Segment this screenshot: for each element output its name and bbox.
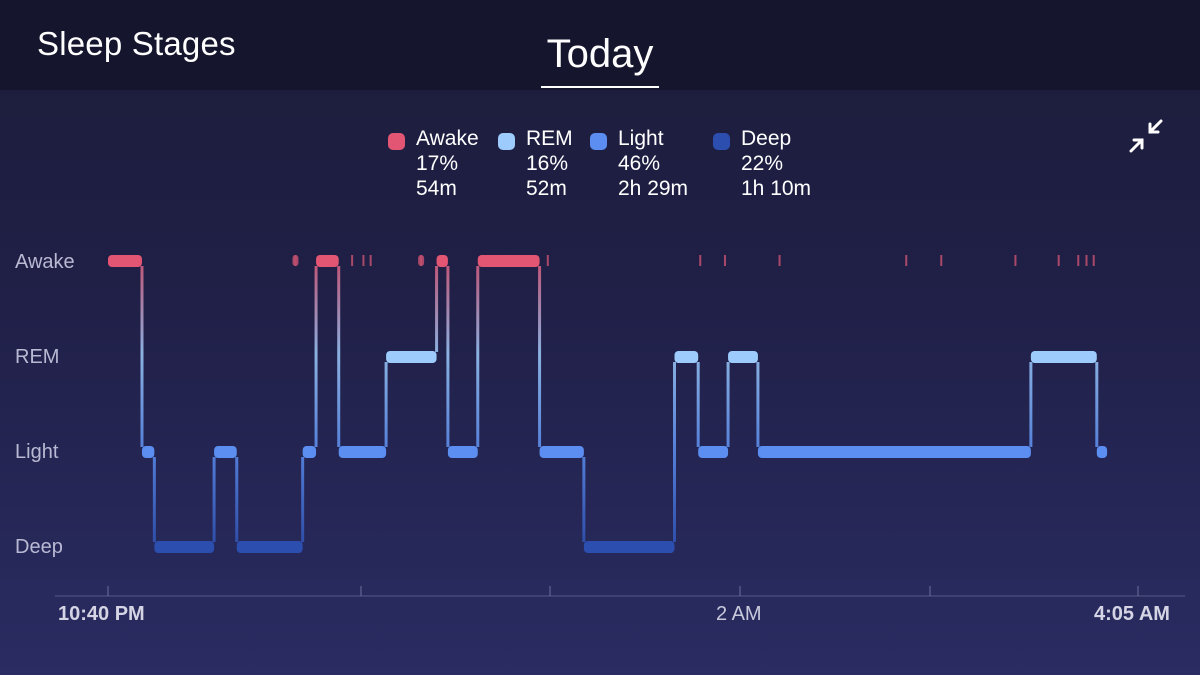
stage-segment-awake <box>108 255 142 267</box>
stage-transition <box>140 266 144 447</box>
stage-segment-light <box>698 446 729 458</box>
stage-transition <box>301 457 305 542</box>
stage-transition <box>673 362 676 542</box>
awake-tick <box>369 255 372 266</box>
legend-duration: 52m <box>526 177 567 200</box>
legend-name: Awake <box>416 127 479 150</box>
stage-segment-rem <box>1030 351 1097 363</box>
stage-segment-light <box>302 446 317 458</box>
stage-segment-rem <box>674 351 699 363</box>
awake-tick <box>351 255 354 266</box>
awake-tick <box>362 255 365 266</box>
collapse-button[interactable] <box>1124 114 1168 158</box>
stage-transition <box>152 457 156 542</box>
stage-transition <box>337 266 341 447</box>
stage-transition <box>696 362 700 447</box>
stage-transition <box>726 362 730 447</box>
legend-name: REM <box>526 127 573 150</box>
page-title: Sleep Stages <box>37 25 236 62</box>
stage-transition <box>1095 362 1099 447</box>
legend-percent: 17% <box>416 152 459 175</box>
awake-tick <box>778 255 781 266</box>
time-label-end: 4:05 AM <box>1094 603 1170 625</box>
stage-segment-awake <box>477 255 540 267</box>
stage-segment-light <box>141 446 155 458</box>
stage-label-awake: Awake <box>15 251 75 273</box>
app-header: Sleep Stages Today <box>0 0 1200 90</box>
tab-underline <box>541 86 659 88</box>
awake-tick <box>699 255 702 266</box>
awake-dot <box>292 255 299 266</box>
legend-swatch-rem <box>498 133 515 150</box>
stage-transition <box>384 362 388 447</box>
legend-duration: 1h 10m <box>741 177 812 200</box>
stage-transition <box>476 266 480 447</box>
awake-tick <box>940 255 943 266</box>
stage-transition <box>538 266 542 447</box>
awake-tick <box>1092 255 1095 266</box>
legend-percent: 22% <box>741 152 784 175</box>
awake-tick <box>1014 255 1017 266</box>
legend-percent: 16% <box>526 152 569 175</box>
time-label-start: 10:40 PM <box>58 603 145 625</box>
stage-segment-light <box>539 446 584 458</box>
awake-dot <box>418 255 425 266</box>
stage-transition <box>235 457 239 542</box>
stage-segment-light <box>447 446 478 458</box>
legend-swatch-awake <box>388 133 405 150</box>
stage-segment-light <box>338 446 387 458</box>
stage-segment-deep <box>583 541 675 553</box>
stage-segment-light <box>1096 446 1108 458</box>
time-label-mid: 2 AM <box>716 603 762 625</box>
awake-tick <box>546 255 549 266</box>
stage-segment-rem <box>386 351 437 363</box>
legend-duration: 54m <box>416 177 457 200</box>
stage-segment-light <box>214 446 237 458</box>
stage-segment-rem <box>728 351 758 363</box>
stage-transition <box>756 362 760 447</box>
stage-transition <box>1029 362 1033 447</box>
stage-transition <box>582 457 586 542</box>
stage-segment-deep <box>236 541 303 553</box>
tab-today-label: Today <box>546 32 654 76</box>
legend-percent: 46% <box>618 152 661 175</box>
collapse-arrows-icon <box>1129 119 1163 153</box>
stage-transition <box>446 266 450 447</box>
stage-segment-awake <box>436 255 448 267</box>
stage-label-deep: Deep <box>15 536 63 558</box>
stage-segment-light <box>757 446 1031 458</box>
legend-name: Deep <box>741 127 792 150</box>
legend-duration: 2h 29m <box>618 177 689 200</box>
stage-segment-awake <box>316 255 339 267</box>
awake-tick <box>1077 255 1080 266</box>
legend-name: Light <box>618 127 664 150</box>
legend-swatch-deep <box>713 133 730 150</box>
awake-tick <box>1085 255 1088 266</box>
tab-today[interactable]: Today <box>541 30 659 88</box>
stage-transition <box>314 266 318 447</box>
stage-segment-deep <box>154 541 215 553</box>
awake-tick <box>905 255 908 266</box>
stage-transition <box>212 457 216 542</box>
legend-swatch-light <box>590 133 607 150</box>
awake-tick <box>1057 255 1060 266</box>
stage-label-rem: REM <box>15 346 60 368</box>
awake-tick <box>723 255 726 266</box>
stage-transition <box>435 266 439 352</box>
stage-label-light: Light <box>15 441 59 463</box>
